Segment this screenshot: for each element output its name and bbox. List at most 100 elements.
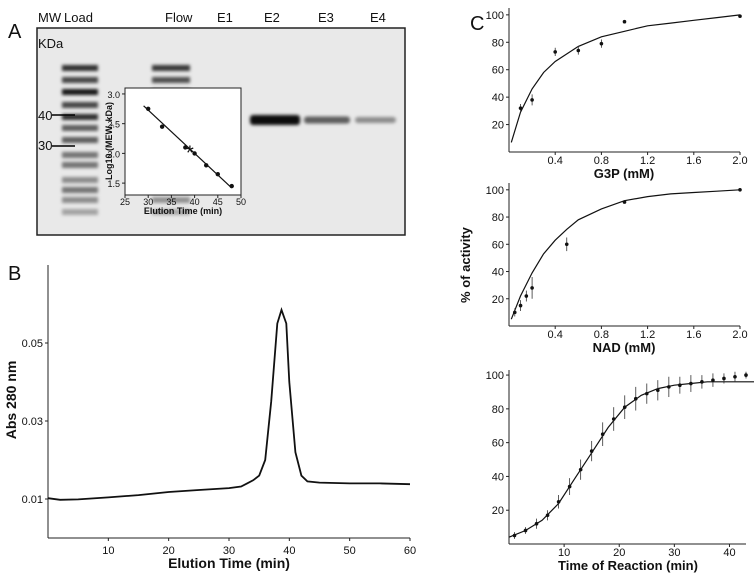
band xyxy=(355,117,396,123)
unit-label: KDa xyxy=(38,36,64,51)
point xyxy=(622,405,627,409)
panel-label: A xyxy=(8,21,22,43)
x-axis-label: Elution Time (min) xyxy=(144,206,222,216)
x-tick-label: 0.4 xyxy=(548,155,563,167)
x-tick-label: 45 xyxy=(213,197,223,207)
y-tick-label: 20 xyxy=(492,294,504,306)
point xyxy=(556,499,561,504)
y-tick-label: 100 xyxy=(486,10,504,22)
point xyxy=(146,106,151,112)
x-tick-label: 0.4 xyxy=(548,329,563,341)
point xyxy=(183,145,188,150)
x-tick-label: 30 xyxy=(143,197,153,207)
y-tick-label: 60 xyxy=(492,239,504,251)
annotation: * xyxy=(186,142,194,164)
y-tick-label: 2.5 xyxy=(107,120,120,130)
y-tick-label: 0.01 xyxy=(22,494,43,506)
fit-line xyxy=(508,381,754,538)
point xyxy=(159,124,165,129)
gel: MW Load Flow E1 E2 E3 E4 KDa 40 30 xyxy=(36,10,406,236)
band xyxy=(62,114,98,120)
band xyxy=(62,137,98,143)
band xyxy=(152,209,190,215)
band xyxy=(62,177,98,183)
band xyxy=(152,77,190,83)
point xyxy=(599,41,604,46)
point xyxy=(611,417,616,421)
point xyxy=(644,391,649,396)
band xyxy=(62,102,98,108)
point xyxy=(553,50,557,54)
x-tick-label: 0.8 xyxy=(594,329,609,341)
point xyxy=(656,388,660,393)
band xyxy=(62,187,98,193)
x-tick-label: 1.2 xyxy=(640,155,655,167)
point xyxy=(722,376,726,381)
x-tick-label: 20 xyxy=(613,547,625,559)
x-axis-label: NAD (mM) xyxy=(593,340,656,355)
y-tick-label: 2.0 xyxy=(107,149,120,159)
point xyxy=(578,467,583,472)
point xyxy=(229,183,234,189)
band xyxy=(152,65,190,71)
point xyxy=(192,151,197,156)
x-tick-label: 40 xyxy=(190,197,200,207)
lane-label: E2 xyxy=(264,10,280,25)
x-tick-label: 10 xyxy=(558,547,570,559)
point xyxy=(545,513,550,518)
band xyxy=(62,125,98,131)
x-tick-label: 0.8 xyxy=(594,155,609,167)
x-tick-label: 1.2 xyxy=(640,329,655,341)
y-tick-label: 20 xyxy=(492,505,504,517)
x-axis-label: G3P (mM) xyxy=(594,166,654,181)
point xyxy=(738,14,742,19)
y-tick-label: 40 xyxy=(492,267,504,279)
point xyxy=(576,48,581,53)
marker-label: 30 xyxy=(38,138,52,153)
y-tick-label: 1.5 xyxy=(107,179,120,189)
point xyxy=(524,294,529,298)
y-tick-label: 80 xyxy=(492,404,504,416)
point xyxy=(215,171,220,177)
x-tick-label: 40 xyxy=(723,547,735,559)
band xyxy=(62,77,98,83)
point xyxy=(523,528,528,533)
point xyxy=(530,98,534,102)
x-tick-label: 1.6 xyxy=(686,155,701,167)
x-tick-label: 30 xyxy=(223,545,235,557)
x-tick-label: 2.0 xyxy=(732,155,747,167)
axes-frame xyxy=(124,87,242,196)
x-tick-label: 30 xyxy=(668,547,680,559)
y-tick-label: 0.05 xyxy=(22,338,43,350)
y-tick-label: 40 xyxy=(492,92,504,104)
y-tick-label: 60 xyxy=(492,65,504,77)
band xyxy=(62,152,98,158)
y-tick-label: 3.0 xyxy=(107,90,120,100)
x-tick-label: 25 xyxy=(120,197,130,207)
x-tick-label: 35 xyxy=(166,197,176,207)
lane-label: E4 xyxy=(370,10,386,25)
lane-label: Load xyxy=(64,10,93,25)
panel-label: B xyxy=(8,263,21,285)
lane-label: E1 xyxy=(217,10,233,25)
y-tick-label: 40 xyxy=(492,471,504,483)
point xyxy=(567,484,572,489)
band xyxy=(62,89,98,95)
x-tick-label: 20 xyxy=(163,545,175,557)
lane-label: E3 xyxy=(318,10,334,25)
x-tick-label: 10 xyxy=(102,545,114,557)
fit-line xyxy=(510,14,741,143)
point xyxy=(667,385,671,389)
band xyxy=(62,65,98,71)
marker-label: 40 xyxy=(38,108,52,123)
point xyxy=(512,533,517,538)
point xyxy=(518,303,523,308)
x-axis-label: Elution Time (min) xyxy=(168,555,290,571)
band xyxy=(152,197,190,203)
y-tick-label: 0.03 xyxy=(22,416,43,428)
point xyxy=(733,374,737,379)
point xyxy=(530,286,534,290)
point xyxy=(711,378,715,382)
point xyxy=(518,106,523,110)
